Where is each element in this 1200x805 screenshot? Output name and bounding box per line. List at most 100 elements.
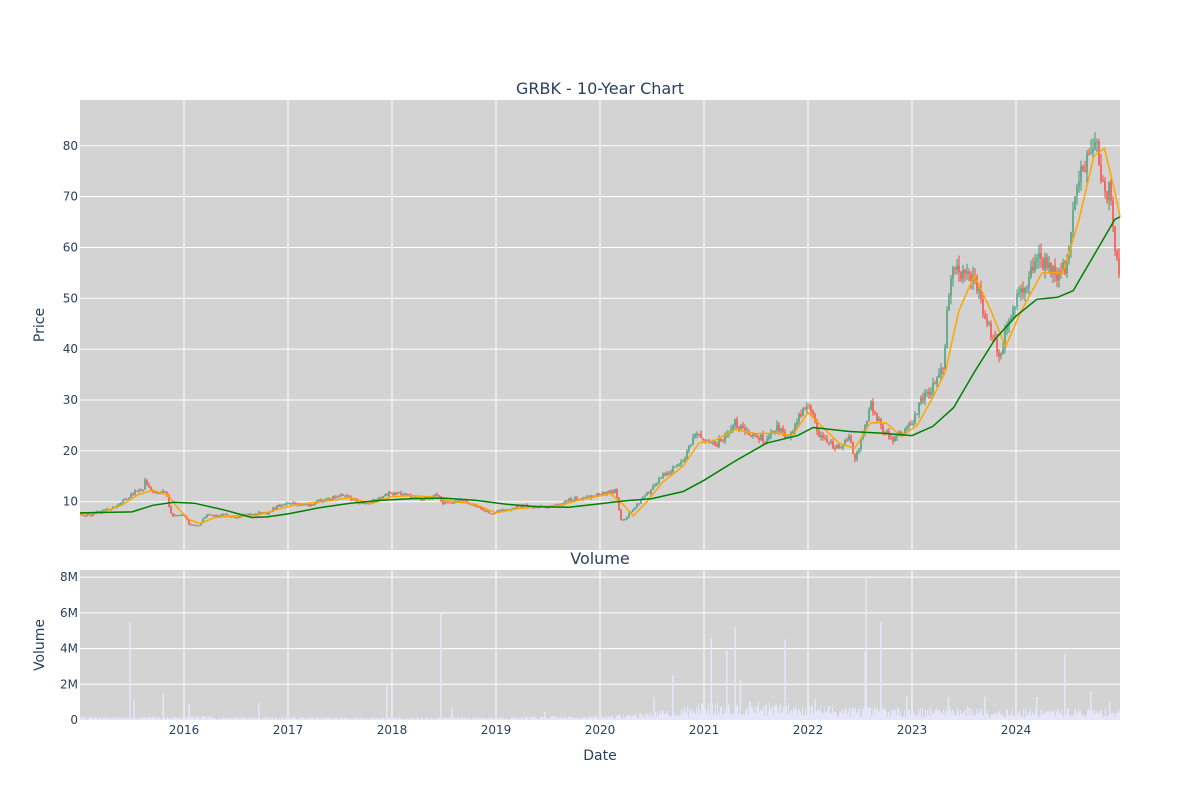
candle-body (860, 438, 862, 450)
volume-bar (305, 717, 306, 720)
volume-bar (572, 717, 573, 720)
candle-body (940, 368, 942, 375)
candle-body (462, 500, 464, 502)
volume-bar (774, 706, 775, 720)
volume-spike-bar (865, 577, 867, 720)
volume-bar (822, 712, 823, 720)
candle-body (988, 323, 990, 325)
candle-body (488, 511, 490, 514)
volume-bar (564, 716, 565, 720)
volume-bar (932, 713, 933, 720)
candle-body (1118, 258, 1120, 275)
volume-bar (930, 716, 931, 720)
volume-bar (289, 717, 290, 720)
volume-bar (591, 717, 592, 720)
candle-body (818, 430, 820, 438)
volume-bar (698, 703, 699, 720)
candle-body (474, 504, 476, 507)
candle-body (398, 492, 400, 494)
volume-bar (892, 710, 893, 720)
volume-bar (521, 716, 522, 720)
candle-body (280, 505, 282, 507)
volume-bar (627, 714, 628, 720)
candle-body (1078, 181, 1080, 187)
volume-bar (680, 714, 681, 720)
volume-bar (224, 718, 225, 720)
candle-body (826, 438, 828, 442)
volume-bar (230, 717, 231, 720)
volume-bar (510, 719, 511, 720)
candle-body (1088, 153, 1090, 155)
volume-bar (264, 717, 265, 720)
candle-body (662, 473, 664, 478)
candle-body (614, 489, 616, 494)
volume-bar (1086, 714, 1087, 720)
candle-body (956, 265, 958, 270)
volume-bar (389, 717, 390, 720)
volume-bar (691, 712, 692, 720)
volume-bar (145, 716, 146, 720)
volume-bar (482, 717, 483, 720)
volume-bar (119, 717, 120, 720)
volume-bar (132, 718, 133, 720)
volume-bar (269, 716, 270, 720)
candle-body (604, 492, 606, 495)
volume-bar (124, 718, 125, 720)
volume-bar (141, 716, 142, 720)
volume-bar (578, 718, 579, 720)
candle-body (796, 421, 798, 425)
candle-body (768, 436, 770, 439)
volume-bar (1058, 710, 1059, 720)
candle-body (632, 509, 634, 512)
volume-bar (832, 706, 833, 720)
volume-bar (831, 713, 832, 720)
candle-body (140, 490, 142, 492)
volume-bar (165, 718, 166, 720)
volume-bar (549, 718, 550, 720)
volume-bar (463, 718, 464, 720)
candle-body (642, 496, 644, 500)
volume-spike-bar (1108, 702, 1111, 720)
candle-body (906, 426, 908, 429)
volume-bar (326, 718, 327, 720)
candle-body (938, 374, 940, 378)
volume-bar (1033, 714, 1034, 720)
volume-bar (614, 717, 615, 720)
volume-bar (465, 718, 466, 720)
volume-bar (536, 718, 537, 720)
volume-bar (1046, 711, 1047, 720)
volume-bar (716, 715, 717, 720)
volume-bar (122, 717, 123, 720)
candle-body (332, 496, 334, 500)
candle-body (178, 515, 180, 517)
volume-y-tick-label: 8M (60, 570, 78, 584)
volume-bar (138, 718, 139, 720)
price-grid (80, 100, 1120, 550)
volume-bar (284, 719, 285, 720)
volume-bar (955, 715, 956, 720)
volume-bar (232, 718, 233, 720)
volume-bar (508, 719, 509, 720)
volume-bar (971, 709, 972, 720)
volume-bar (738, 714, 739, 720)
candle-body (904, 428, 906, 435)
volume-bar (891, 709, 892, 720)
volume-bar (584, 717, 585, 720)
candle-body (556, 504, 558, 506)
volume-bar (201, 716, 202, 720)
volume-bar (678, 714, 679, 720)
volume-bar (204, 716, 205, 720)
volume-bar (279, 717, 280, 720)
volume-bar (470, 718, 471, 720)
candle-body (812, 411, 814, 415)
volume-bar (324, 718, 325, 720)
volume-bar (472, 717, 473, 720)
candle-body (308, 504, 310, 507)
volume-bar (1070, 716, 1071, 720)
volume-bar (175, 717, 176, 720)
candle-body (738, 427, 740, 429)
volume-bar (356, 717, 357, 720)
candle-body (304, 504, 306, 506)
candle-body (574, 497, 576, 501)
candle-body (172, 513, 174, 517)
